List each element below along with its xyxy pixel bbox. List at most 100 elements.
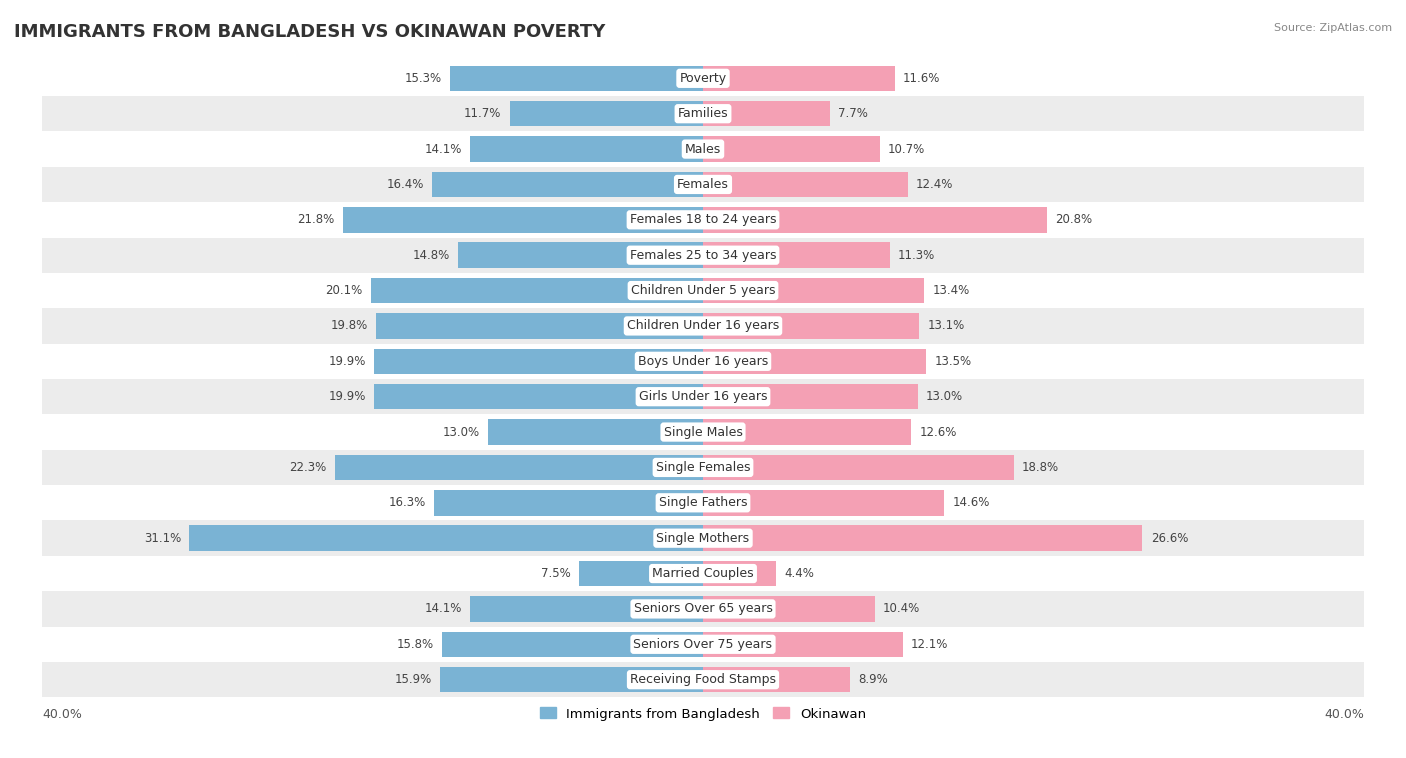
- Bar: [42, 202, 1364, 237]
- Bar: [488, 419, 703, 445]
- Text: Girls Under 16 years: Girls Under 16 years: [638, 390, 768, 403]
- Text: 19.9%: 19.9%: [329, 390, 366, 403]
- Text: Single Fathers: Single Fathers: [659, 496, 747, 509]
- Text: Females 18 to 24 years: Females 18 to 24 years: [630, 213, 776, 227]
- Bar: [374, 349, 703, 374]
- Bar: [703, 207, 1046, 233]
- Text: Females 25 to 34 years: Females 25 to 34 years: [630, 249, 776, 262]
- Bar: [470, 597, 703, 622]
- Bar: [375, 313, 703, 339]
- Bar: [42, 521, 1364, 556]
- Bar: [343, 207, 703, 233]
- Bar: [579, 561, 703, 586]
- Text: 21.8%: 21.8%: [297, 213, 335, 227]
- Text: 13.4%: 13.4%: [932, 284, 970, 297]
- Bar: [703, 101, 830, 127]
- Bar: [703, 243, 890, 268]
- Bar: [42, 662, 1364, 697]
- Text: Boys Under 16 years: Boys Under 16 years: [638, 355, 768, 368]
- Text: 13.0%: 13.0%: [927, 390, 963, 403]
- Bar: [432, 172, 703, 197]
- Text: 18.8%: 18.8%: [1022, 461, 1059, 474]
- Text: 19.8%: 19.8%: [330, 319, 367, 333]
- Bar: [371, 278, 703, 303]
- Text: 14.1%: 14.1%: [425, 143, 461, 155]
- Bar: [703, 667, 851, 692]
- Bar: [374, 384, 703, 409]
- Text: Source: ZipAtlas.com: Source: ZipAtlas.com: [1274, 23, 1392, 33]
- Bar: [703, 561, 776, 586]
- Text: 14.6%: 14.6%: [952, 496, 990, 509]
- Text: 15.9%: 15.9%: [395, 673, 432, 686]
- Bar: [703, 136, 880, 161]
- Text: 12.6%: 12.6%: [920, 425, 957, 439]
- Bar: [470, 136, 703, 161]
- Text: Single Females: Single Females: [655, 461, 751, 474]
- Text: 13.0%: 13.0%: [443, 425, 479, 439]
- Bar: [433, 490, 703, 515]
- Bar: [42, 309, 1364, 343]
- Bar: [441, 631, 703, 657]
- Text: Children Under 5 years: Children Under 5 years: [631, 284, 775, 297]
- Text: 26.6%: 26.6%: [1150, 531, 1188, 545]
- Bar: [42, 591, 1364, 627]
- Bar: [42, 343, 1364, 379]
- Legend: Immigrants from Bangladesh, Okinawan: Immigrants from Bangladesh, Okinawan: [534, 702, 872, 725]
- Bar: [190, 525, 703, 551]
- Bar: [440, 667, 703, 692]
- Bar: [42, 556, 1364, 591]
- Text: 11.6%: 11.6%: [903, 72, 941, 85]
- Text: 20.8%: 20.8%: [1054, 213, 1092, 227]
- Bar: [42, 131, 1364, 167]
- Text: Children Under 16 years: Children Under 16 years: [627, 319, 779, 333]
- Bar: [703, 313, 920, 339]
- Bar: [42, 379, 1364, 415]
- Text: 40.0%: 40.0%: [42, 709, 82, 722]
- Bar: [42, 273, 1364, 309]
- Bar: [703, 490, 945, 515]
- Text: IMMIGRANTS FROM BANGLADESH VS OKINAWAN POVERTY: IMMIGRANTS FROM BANGLADESH VS OKINAWAN P…: [14, 23, 606, 41]
- Bar: [703, 278, 924, 303]
- Bar: [510, 101, 703, 127]
- Bar: [458, 243, 703, 268]
- Text: 11.7%: 11.7%: [464, 107, 502, 121]
- Text: Single Males: Single Males: [664, 425, 742, 439]
- Bar: [703, 419, 911, 445]
- Bar: [42, 449, 1364, 485]
- Text: Males: Males: [685, 143, 721, 155]
- Bar: [703, 525, 1143, 551]
- Bar: [42, 96, 1364, 131]
- Text: 4.4%: 4.4%: [785, 567, 814, 580]
- Text: 14.8%: 14.8%: [413, 249, 450, 262]
- Text: Families: Families: [678, 107, 728, 121]
- Text: 13.5%: 13.5%: [934, 355, 972, 368]
- Bar: [42, 415, 1364, 449]
- Bar: [703, 631, 903, 657]
- Text: 7.7%: 7.7%: [838, 107, 869, 121]
- Bar: [42, 61, 1364, 96]
- Text: 10.4%: 10.4%: [883, 603, 921, 615]
- Text: 15.3%: 15.3%: [405, 72, 441, 85]
- Text: 19.9%: 19.9%: [329, 355, 366, 368]
- Text: Poverty: Poverty: [679, 72, 727, 85]
- Text: 11.3%: 11.3%: [898, 249, 935, 262]
- Text: 22.3%: 22.3%: [290, 461, 326, 474]
- Text: 15.8%: 15.8%: [396, 637, 433, 651]
- Bar: [703, 597, 875, 622]
- Bar: [703, 349, 927, 374]
- Text: 40.0%: 40.0%: [1324, 709, 1364, 722]
- Text: Seniors Over 65 years: Seniors Over 65 years: [634, 603, 772, 615]
- Text: 7.5%: 7.5%: [541, 567, 571, 580]
- Text: 8.9%: 8.9%: [858, 673, 889, 686]
- Text: Receiving Food Stamps: Receiving Food Stamps: [630, 673, 776, 686]
- Text: 16.4%: 16.4%: [387, 178, 423, 191]
- Bar: [42, 167, 1364, 202]
- Bar: [42, 485, 1364, 521]
- Text: Single Mothers: Single Mothers: [657, 531, 749, 545]
- Bar: [42, 237, 1364, 273]
- Bar: [703, 66, 894, 91]
- Bar: [703, 455, 1014, 480]
- Text: 14.1%: 14.1%: [425, 603, 461, 615]
- Text: Married Couples: Married Couples: [652, 567, 754, 580]
- Text: 13.1%: 13.1%: [928, 319, 965, 333]
